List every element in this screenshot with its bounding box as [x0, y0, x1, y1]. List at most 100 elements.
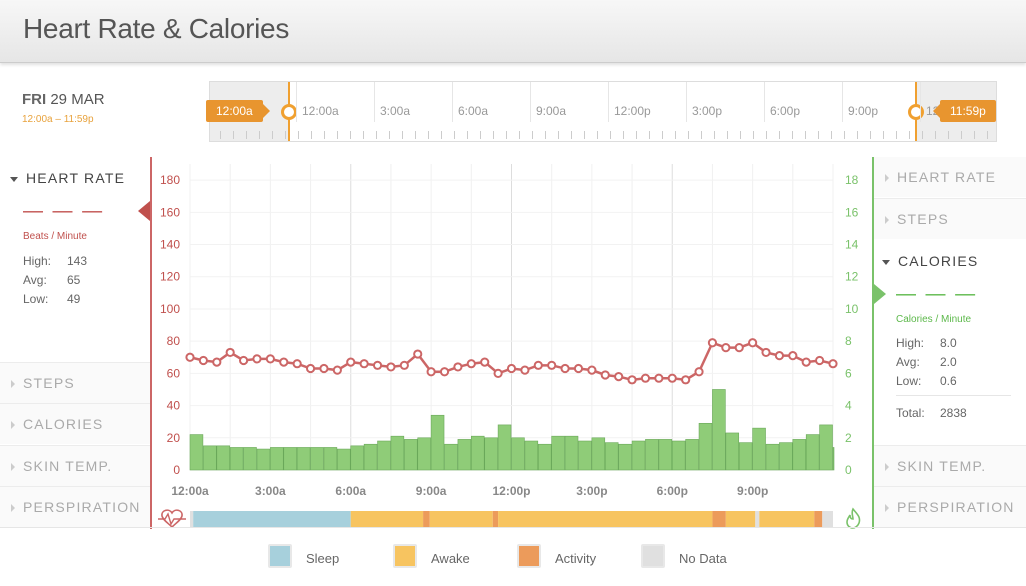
calorie-bar: [792, 439, 807, 471]
calorie-bar: [591, 437, 606, 471]
timeline-tick: [649, 131, 650, 139]
calories-total: Total: 2838: [896, 406, 967, 420]
legend-swatch: [393, 544, 417, 568]
timeline-tick: [441, 131, 442, 139]
chevron-right-icon: [11, 421, 15, 430]
tab-steps[interactable]: STEPS: [0, 362, 150, 403]
calorie-bar: [350, 445, 364, 471]
timeline-tick: [896, 131, 897, 139]
y-left-tick-label: 80: [167, 334, 181, 348]
heart-rate-point: [547, 360, 557, 370]
timeline-tick: [506, 131, 507, 139]
timeline-tick: [948, 131, 949, 139]
state-band-segment: [190, 511, 194, 527]
calorie-bar: [471, 435, 485, 471]
timeline-tick: [415, 131, 416, 139]
heart-rate-point: [332, 365, 342, 375]
calorie-bar: [618, 443, 632, 471]
calorie-bar: [738, 442, 753, 471]
heart-rate-point: [734, 343, 744, 353]
heart-rate-calories-chart: 0 20 40 60 80 100 120 140 160 180 0 2 4 6 8 10 12 14 16 18 1…: [150, 157, 874, 529]
state-band-segment: [429, 511, 493, 527]
heart-rate-unit: Beats / Minute: [23, 231, 87, 242]
timeline-tick: [519, 131, 520, 139]
timeline-separator: [842, 82, 843, 122]
y-left-tick-label: 100: [160, 302, 180, 316]
timeline-tick: [636, 131, 637, 139]
calorie-bar: [685, 439, 699, 471]
y-right-tick-label: 6: [845, 366, 852, 380]
heart-rate-point: [480, 357, 490, 367]
calorie-bar: [323, 447, 338, 471]
calories-tab[interactable]: CALORIES: [882, 253, 978, 269]
heart-rate-tab[interactable]: HEART RATE: [10, 170, 125, 186]
y-right-tick-label: 10: [845, 302, 859, 316]
heart-rate-point: [399, 360, 409, 370]
state-band-segment: [498, 511, 713, 527]
timeline-end-tag[interactable]: 11:59p: [933, 100, 996, 122]
date-value: 29 MAR: [50, 91, 105, 108]
calorie-bar: [658, 439, 673, 471]
heart-rate-point: [212, 357, 222, 367]
chevron-right-icon: [885, 463, 889, 472]
heart-rate-point: [520, 365, 530, 375]
flame-icon: [846, 507, 861, 529]
calorie-bar: [270, 447, 284, 471]
calorie-bar: [725, 432, 740, 471]
timeline-tick: [909, 131, 910, 139]
calorie-bar: [779, 442, 793, 471]
heart-rate-point: [346, 357, 356, 367]
timeline-start-tag[interactable]: 12:00a: [206, 100, 270, 122]
timeline-label: 9:00p: [848, 104, 879, 118]
timeline-tick: [623, 131, 624, 139]
tab-perspiration-right[interactable]: PERSPIRATION: [874, 486, 1026, 527]
heart-rate-pointer-icon: [138, 201, 150, 221]
calorie-bar: [604, 442, 619, 471]
calorie-bar: [671, 440, 686, 471]
heart-rate-point: [225, 347, 235, 358]
timeline-tick: [922, 131, 923, 139]
x-tick-label: 9:00p: [737, 484, 768, 498]
timeline-tick: [545, 131, 546, 139]
calorie-bar: [444, 443, 458, 471]
calorie-bar: [698, 422, 713, 471]
y-left-tick-label: 20: [167, 431, 181, 445]
y-left-tick-label: 180: [160, 173, 180, 187]
timeline-tick: [428, 131, 429, 139]
heart-rate-point: [761, 347, 771, 358]
timeline-label: 12:00p: [614, 104, 651, 118]
heart-rate-point: [707, 338, 718, 348]
calorie-bar: [430, 414, 445, 471]
x-tick-label: 3:00a: [255, 484, 286, 498]
tab-skin-temp-right[interactable]: SKIN TEMP.: [874, 445, 1026, 486]
chevron-right-icon: [885, 504, 889, 513]
date-weekday: FRI: [22, 91, 47, 108]
calories-unit: Calories / Minute: [896, 314, 972, 325]
timeline-tick: [233, 131, 234, 139]
timeline-tick: [298, 131, 299, 139]
calorie-bar: [457, 439, 472, 471]
timeline-tick: [259, 131, 260, 139]
timeline-tick: [389, 131, 390, 139]
calorie-bar: [765, 443, 780, 471]
calorie-bar: [524, 440, 539, 471]
tab-heart-rate[interactable]: HEART RATE: [874, 157, 1026, 197]
timeline-tick: [662, 131, 663, 139]
heart-rate-point: [506, 363, 517, 374]
timeline-end-knob[interactable]: [908, 104, 924, 120]
tab-skin-temp[interactable]: SKIN TEMP.: [0, 445, 150, 486]
tab-calories[interactable]: CALORIES: [0, 403, 150, 444]
heart-rate-point: [413, 349, 423, 359]
timeline-tick: [558, 131, 559, 139]
timeline-start-knob[interactable]: [281, 104, 297, 120]
tab-perspiration[interactable]: PERSPIRATION: [0, 486, 150, 527]
timeline-tick: [688, 131, 689, 139]
calorie-bar: [511, 437, 525, 471]
calorie-bar: [337, 448, 351, 471]
tab-steps-right[interactable]: STEPS: [874, 198, 1026, 239]
timeline-separator: [686, 82, 687, 122]
timeline-tick: [779, 131, 780, 139]
timeline-tick: [935, 131, 936, 139]
timeline-scrubber[interactable]: 12:00a 3:00a 6:00a 9:00a 12:00p 3:00p 6:00p 9:0…: [209, 81, 997, 142]
calorie-bar: [256, 448, 271, 471]
